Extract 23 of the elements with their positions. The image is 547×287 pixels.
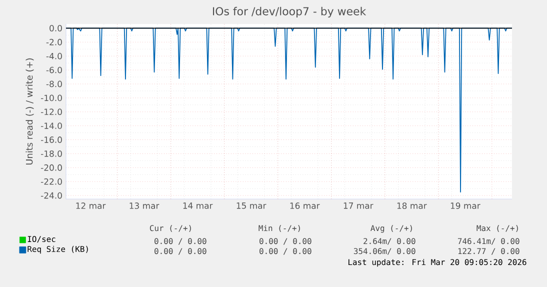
x-tick-label: 13 mar — [130, 202, 160, 209]
x-tick-label: 12 mar — [76, 202, 106, 209]
x-tick-label: 15 mar — [236, 202, 266, 209]
y-tick-label: -16.0 — [40, 136, 62, 143]
y-tick-label: -12.0 — [40, 108, 62, 116]
x-tick-label: 14 mar — [183, 202, 213, 209]
chart-title: IOs for /dev/loop7 - by week — [212, 6, 366, 18]
y-tick-label: -6.0 — [46, 66, 62, 74]
x-tick-label: 19 mar — [450, 202, 480, 209]
x-tick-label: 16 mar — [290, 202, 320, 209]
x-tick-label: 18 mar — [397, 202, 427, 209]
y-axis-title: Units read (-) / write (+) — [26, 58, 34, 165]
y-tick-label: -8.0 — [46, 80, 62, 88]
y-tick-label: -20.0 — [40, 164, 62, 171]
y-tick-label: -22.0 — [40, 178, 62, 185]
y-tick-label: -14.0 — [40, 122, 62, 129]
y-tick-label: -10.0 — [40, 94, 62, 102]
x-tick-label: 17 mar — [344, 202, 374, 209]
y-tick-label: -18.0 — [40, 150, 62, 157]
y-tick-label: -2.0 — [46, 38, 62, 46]
y-tick-label: 0.0 — [50, 24, 62, 32]
y-tick-label: -24.0 — [40, 192, 62, 199]
y-tick-label: -4.0 — [46, 52, 62, 60]
